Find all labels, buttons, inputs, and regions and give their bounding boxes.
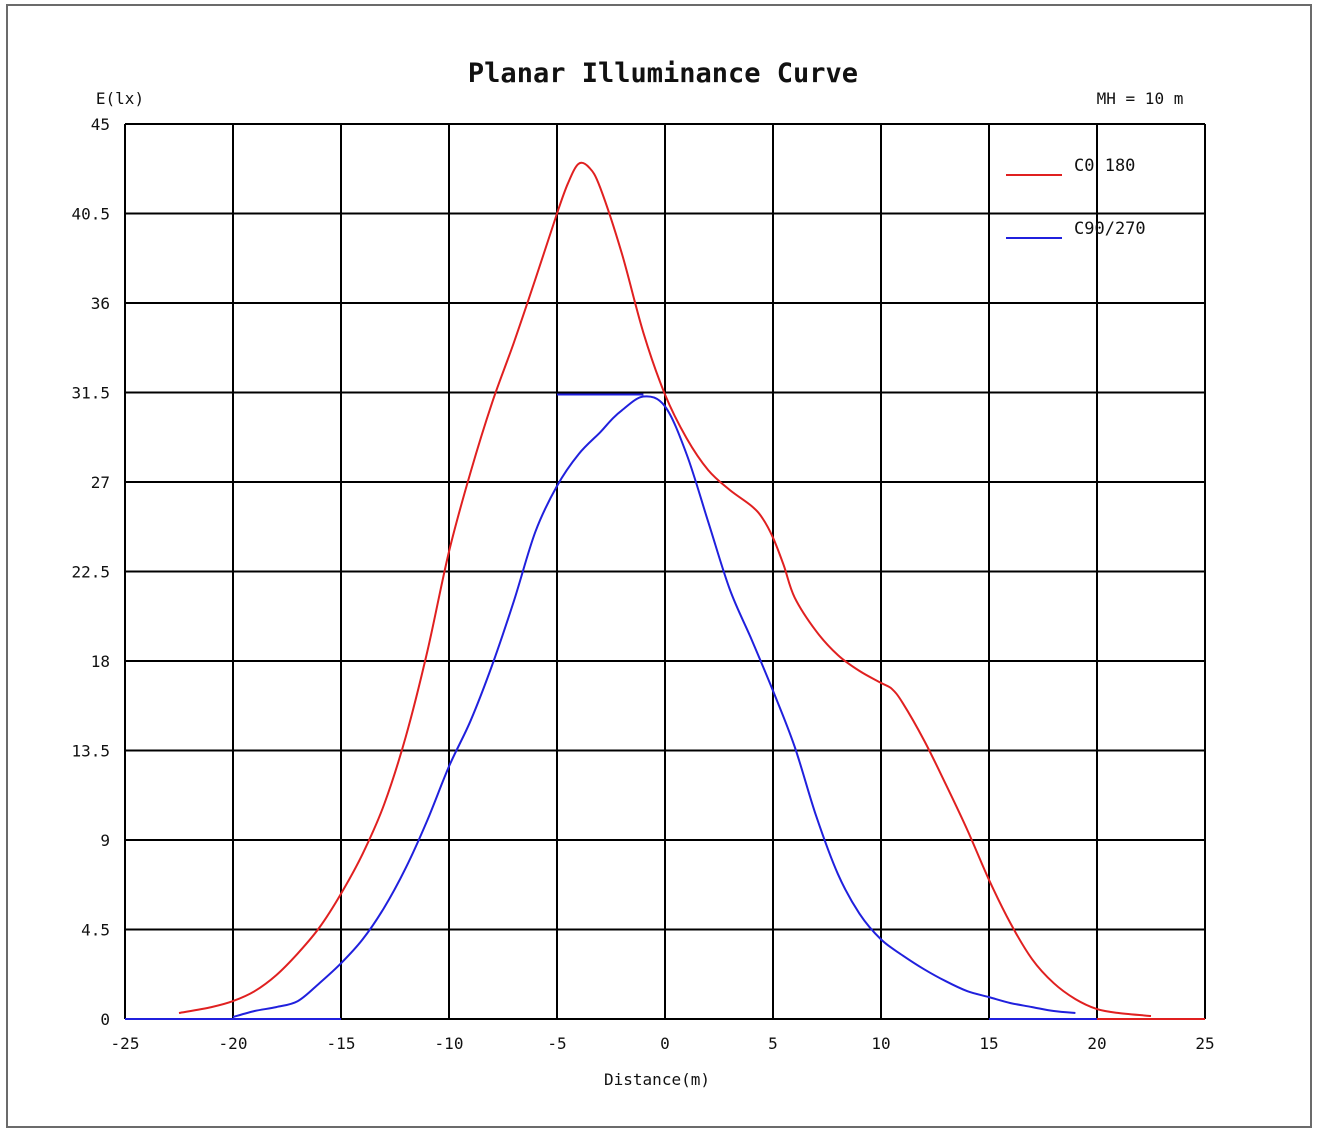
y-tick-label: 0 — [100, 1010, 110, 1029]
y-tick-label: 36 — [91, 294, 110, 313]
series-line-c90-270 — [232, 395, 1076, 1018]
x-tick-label: 15 — [979, 1034, 998, 1053]
y-tick-label: 45 — [91, 115, 110, 134]
chart-frame — [6, 4, 1312, 1128]
y-tick-label: 4.5 — [81, 921, 110, 940]
legend: C0 180 C90/270 — [1006, 156, 1146, 239]
chart-title: Planar Illuminance Curve — [468, 58, 858, 89]
y-tick-label: 27 — [91, 473, 110, 492]
y-tick-label: 13.5 — [71, 742, 110, 761]
legend-label: C0 180 — [1074, 156, 1135, 176]
x-tick-label: -5 — [547, 1034, 566, 1053]
y-tick-label: 31.5 — [71, 384, 110, 403]
series-line-c0-180 — [178, 161, 1152, 1017]
x-tick-label: -20 — [219, 1034, 248, 1053]
y-tick-labels: 0 4.5 9 13.5 18 22.5 27 31.5 36 40.5 45 — [71, 115, 110, 1029]
y-tick-label: 9 — [100, 831, 110, 850]
y-tick-label: 40.5 — [71, 205, 110, 224]
x-tick-label: 10 — [871, 1034, 890, 1053]
y-axis-label: E(lx) — [96, 89, 144, 108]
x-tick-label: -10 — [435, 1034, 464, 1053]
legend-label: C90/270 — [1074, 219, 1146, 239]
y-tick-label: 18 — [91, 652, 110, 671]
x-tick-label: 5 — [768, 1034, 778, 1053]
x-tick-label: 20 — [1087, 1034, 1106, 1053]
x-axis-label: Distance(m) — [604, 1070, 710, 1089]
x-tick-label: 0 — [660, 1034, 670, 1053]
grid — [124, 123, 1206, 1020]
x-tick-label: -15 — [327, 1034, 356, 1053]
x-tick-labels: -25 -20 -15 -10 -5 0 5 10 15 20 25 — [111, 1034, 1215, 1053]
x-tick-label: 25 — [1195, 1034, 1214, 1053]
baseline-segments — [125, 393, 1205, 1020]
series-lines — [178, 161, 1152, 1018]
mounting-height-annotation: MH = 10 m — [1097, 89, 1184, 108]
y-tick-label: 22.5 — [71, 563, 110, 582]
x-tick-label: -25 — [111, 1034, 140, 1053]
